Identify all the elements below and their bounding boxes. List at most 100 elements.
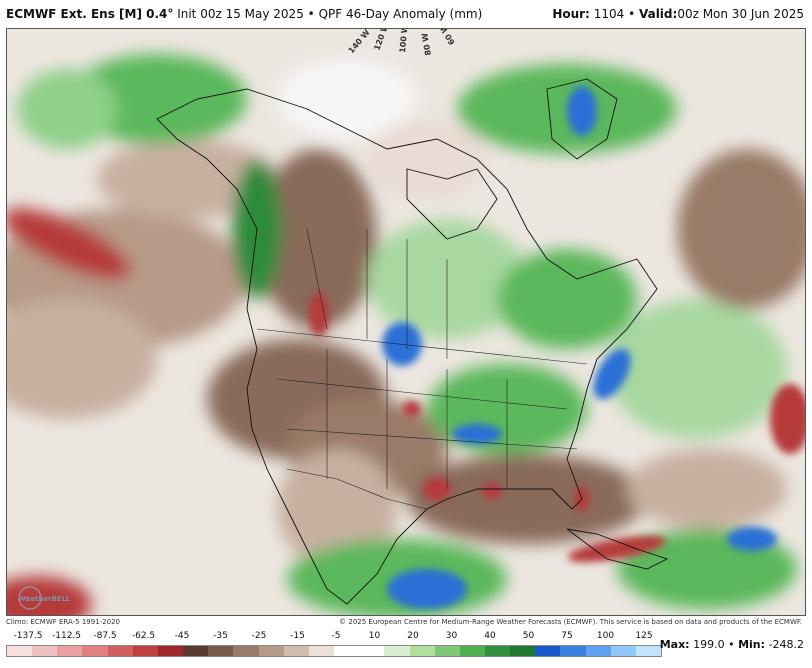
colorbar-tick-label: -15 xyxy=(290,631,305,641)
model-name: ECMWF Ext. Ens [M] 0.4 xyxy=(6,7,168,21)
colorbar-tick-label: 100 xyxy=(596,631,615,641)
north-pacific-wet xyxy=(17,69,117,149)
colorbar-segment xyxy=(283,646,309,656)
colorbar-segment xyxy=(434,646,460,656)
mexico-dry xyxy=(277,449,397,569)
quebec-wet xyxy=(497,249,637,349)
colorbar xyxy=(6,645,662,657)
colorbar-segment xyxy=(208,646,234,656)
colorbar-tick-label: 20 xyxy=(407,631,419,641)
arctic-islands xyxy=(367,119,487,199)
title-right: Hour: 1104 • Valid:00z Mon 30 Jun 2025 xyxy=(552,7,804,21)
greenland-coast xyxy=(546,78,618,160)
max-label: Max: xyxy=(659,638,690,651)
louisiana-dry-red xyxy=(482,483,502,499)
colorbar-segment xyxy=(384,646,410,656)
colorbar-segment xyxy=(359,646,385,656)
cuba-coast xyxy=(566,528,669,570)
colorbar-tick-label: -45 xyxy=(174,631,190,641)
greenland-very-wet xyxy=(567,86,597,136)
climo-credit: Climo: ECMWF ERA-5 1991-2020 xyxy=(6,618,120,626)
colorbar-segment xyxy=(107,646,133,656)
east-atlantic-dry-red xyxy=(770,384,805,454)
hudson-bay xyxy=(406,168,498,240)
colorbar-tick-label: 10 xyxy=(368,631,381,641)
valid-value: 00z Mon 30 Jun 2025 xyxy=(677,7,804,21)
us-canada-border xyxy=(256,328,588,365)
colorbar-segment xyxy=(484,646,511,656)
caribbean-very-wet xyxy=(727,527,777,551)
bullet-2: • xyxy=(628,7,636,21)
colorbar-segment xyxy=(82,646,108,656)
colorbar-tick-label: -112.5 xyxy=(51,631,82,641)
colorbar-segment xyxy=(57,646,83,656)
logo-text: WeatherBELL xyxy=(18,595,71,603)
central-america-very-wet xyxy=(387,569,467,609)
colorbar-tick-label: 75 xyxy=(561,631,573,641)
colorbar-tick-label: -5 xyxy=(331,631,341,641)
bullet: • xyxy=(307,7,315,21)
map-svg: 140 W 120 W 100 W 80 W 60 W xyxy=(7,29,805,615)
colorbar-segment xyxy=(459,646,485,656)
init-time: Init 00z 15 May 2025 xyxy=(177,7,304,21)
ohio-valley-very-wet xyxy=(452,424,502,444)
hour-value: 1104 xyxy=(593,7,625,21)
colorbar-segment xyxy=(409,646,435,656)
valid-label: Valid: xyxy=(638,7,678,21)
lon-label-80w: 80 W xyxy=(420,32,433,56)
colorbar-segment xyxy=(535,646,561,656)
colorbar-segment xyxy=(610,646,636,656)
colorbar-segment xyxy=(32,646,58,656)
min-label: Min: xyxy=(738,638,766,651)
colorbar-segment xyxy=(183,646,209,656)
credits-bar: Climo: ECMWF ERA-5 1991-2020 © 2025 Euro… xyxy=(0,616,812,630)
colorbar-segment xyxy=(585,646,611,656)
forecast-map: 140 W 120 W 100 W 80 W 60 W xyxy=(6,28,806,616)
province-lines xyxy=(306,228,448,359)
colorbar-tick-label: 40 xyxy=(484,631,496,641)
colorbar-ticks: -137.5 -112.5 -87.5 -62.5 -45 -35 -25 -15 -5 10 20… xyxy=(6,631,662,644)
atlantic-wet xyxy=(607,299,787,439)
colorbar-tick-label: 50 xyxy=(522,631,535,641)
colorbar-tick-label: -137.5 xyxy=(13,631,43,641)
colorbar-segment xyxy=(233,646,259,656)
colorbar-segment xyxy=(308,646,335,656)
logo-mark: WeatherBELL xyxy=(18,586,71,610)
colorbar-tick-label: -62.5 xyxy=(131,631,156,641)
coastlines xyxy=(156,78,669,605)
western-canada-dry xyxy=(257,149,377,329)
colorbar-segment xyxy=(510,646,536,656)
lon-label-100w: 100 W xyxy=(398,29,409,53)
colorbar-segment xyxy=(7,646,33,656)
colorbar-tick-label: -87.5 xyxy=(93,631,117,641)
colorbar-tick-label: 30 xyxy=(445,631,458,641)
degree-symbol: ° xyxy=(167,7,174,21)
colorbar-segment xyxy=(334,646,360,656)
copyright-credit: © 2025 European Centre for Medium-Range … xyxy=(339,618,802,626)
pacific-dry-band-2 xyxy=(7,299,157,419)
cuba-dry-red xyxy=(567,535,667,563)
north-atlantic-dry xyxy=(677,149,805,309)
colorbar-tick-label: -25 xyxy=(251,631,267,641)
us-mexico-border xyxy=(286,468,428,510)
mid-atlantic-dry xyxy=(627,449,787,529)
colorbar-segment xyxy=(560,646,586,656)
gulf-coast-dry xyxy=(407,454,647,544)
colorbar-tick-label: 125 xyxy=(635,631,653,641)
header: ECMWF Ext. Ens [M] 0.4° Init 00z 15 May … xyxy=(0,0,812,28)
borders xyxy=(256,228,588,510)
arctic-neutral xyxy=(277,59,417,139)
dakotas-very-wet xyxy=(382,322,422,366)
hour-label: Hour: xyxy=(552,7,590,21)
min-value: -248.2 xyxy=(768,638,804,651)
pacific-dry-band-3 xyxy=(97,139,277,219)
atlantic-coast-very-wet xyxy=(593,348,631,400)
colorbar-segment xyxy=(635,646,662,656)
product-name: QPF 46-Day Anomaly (mm) xyxy=(318,7,483,21)
state-lines xyxy=(276,349,578,489)
max-min-readout: Max: 199.0 • Min: -248.2 xyxy=(660,638,804,651)
texas-dry-red xyxy=(423,477,451,501)
colorbar-tick-label: -35 xyxy=(213,631,228,641)
weatherbell-logo: WeatherBELL xyxy=(14,584,84,610)
max-value: 199.0 xyxy=(693,638,725,651)
